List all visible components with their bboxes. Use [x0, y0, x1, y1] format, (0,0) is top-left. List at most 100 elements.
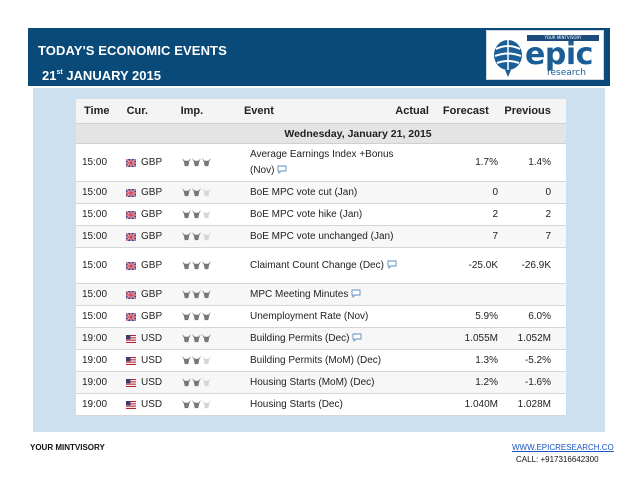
footer-website-link[interactable]: WWW.EPICRESEARCH.CO: [512, 443, 614, 452]
currency-code: USD: [141, 355, 163, 366]
cell-currency: USD: [118, 333, 176, 344]
table-row[interactable]: 15:00 GBP BoE MPC vote hike (Jan) 2 2: [76, 204, 566, 226]
table-row[interactable]: 15:00 GBP BoE MPC vote unchanged (Jan) 7 7: [76, 226, 566, 248]
currency-code: GBP: [141, 231, 163, 242]
comment-bubble-icon[interactable]: [387, 260, 397, 270]
cell-event[interactable]: Building Permits (MoM) (Dec): [247, 353, 397, 369]
table-row[interactable]: 19:00 USD Building Permits (MoM) (Dec) 1.3%…: [76, 350, 566, 372]
cell-forecast: -25.0K: [468, 260, 498, 271]
bull-filled-icon: [182, 232, 191, 241]
cell-event[interactable]: Average Earnings Index +Bonus (Nov): [247, 147, 397, 179]
bull-filled-icon: [202, 312, 211, 321]
cell-previous: 1.028M: [517, 399, 551, 410]
date-rest: JANUARY 2015: [62, 68, 161, 83]
cell-event[interactable]: Claimant Count Change (Dec): [247, 258, 397, 274]
cell-importance: [176, 334, 247, 343]
cell-forecast: 1.3%: [475, 355, 498, 366]
event-name[interactable]: Average Earnings Index +Bonus (Nov): [250, 148, 394, 176]
table-row[interactable]: 15:00 GBP Average Earnings Index +Bonus (N…: [76, 144, 566, 182]
cell-event[interactable]: Housing Starts (MoM) (Dec): [247, 375, 397, 391]
bull-filled-icon: [182, 378, 191, 387]
cell-currency: USD: [118, 377, 176, 388]
col-importance[interactable]: Imp.: [180, 105, 204, 117]
cell-event[interactable]: Housing Starts (Dec): [247, 397, 397, 413]
cell-time: 15:00: [82, 187, 108, 198]
bull-filled-icon: [182, 400, 191, 409]
economic-calendar-table: Time Cur. Imp. Event Actual Forecast Pre…: [76, 99, 566, 416]
cell-event[interactable]: Unemployment Rate (Nov): [247, 309, 397, 325]
event-name[interactable]: Housing Starts (Dec): [250, 398, 343, 410]
cell-previous: 7: [545, 231, 551, 242]
bull-filled-icon: [182, 188, 191, 197]
bull-filled-icon: [192, 232, 201, 241]
date-suffix: st: [56, 68, 63, 76]
cell-event[interactable]: BoE MPC vote hike (Jan): [247, 207, 397, 223]
uk-flag-icon: [126, 232, 136, 241]
cell-time: 15:00: [82, 231, 108, 242]
footer-tagline: YOUR MINTVISORY: [30, 443, 105, 452]
cell-previous: 6.0%: [528, 311, 551, 322]
uk-flag-icon: [126, 188, 136, 197]
cell-previous: 1.4%: [528, 157, 551, 168]
table-row[interactable]: 19:00 USD Housing Starts (MoM) (Dec) 1.2% -1…: [76, 372, 566, 394]
event-name[interactable]: Claimant Count Change (Dec): [250, 259, 384, 271]
uk-flag-icon: [126, 210, 136, 219]
cell-forecast: 1.7%: [475, 157, 498, 168]
cell-event[interactable]: Building Permits (Dec): [247, 331, 397, 347]
col-actual[interactable]: Actual: [395, 105, 429, 117]
cell-event[interactable]: BoE MPC vote cut (Jan): [247, 185, 397, 201]
col-event[interactable]: Event: [243, 105, 274, 117]
us-flag-icon: [126, 356, 136, 365]
table-row[interactable]: 15:00 GBP Claimant Count Change (Dec) -25.0…: [76, 248, 566, 284]
cell-currency: GBP: [118, 209, 176, 220]
table-row[interactable]: 15:00 GBP BoE MPC vote cut (Jan) 0 0: [76, 182, 566, 204]
event-name[interactable]: Building Permits (MoM) (Dec): [250, 354, 382, 366]
comment-bubble-icon[interactable]: [351, 289, 361, 299]
bull-empty-icon: [202, 232, 211, 241]
event-name[interactable]: MPC Meeting Minutes: [250, 288, 349, 300]
cell-importance: [176, 232, 247, 241]
epic-research-logo: YOUR MINTVISORY epic research: [486, 30, 604, 80]
table-row[interactable]: 15:00 GBP MPC Meeting Minutes: [76, 284, 566, 306]
col-previous[interactable]: Previous: [504, 105, 551, 117]
cell-importance: [176, 312, 247, 321]
bull-filled-icon: [182, 261, 191, 270]
cell-event[interactable]: BoE MPC vote unchanged (Jan): [247, 229, 397, 245]
bull-filled-icon: [192, 400, 201, 409]
currency-code: GBP: [141, 260, 163, 271]
cell-forecast: 0: [492, 187, 498, 198]
cell-currency: GBP: [118, 157, 176, 168]
event-name[interactable]: BoE MPC vote cut (Jan): [250, 186, 358, 198]
event-name[interactable]: Unemployment Rate (Nov): [250, 310, 369, 322]
event-name[interactable]: BoE MPC vote unchanged (Jan): [250, 230, 394, 242]
table-row[interactable]: 19:00 USD Housing Starts (Dec) 1.040M 1.028M: [76, 394, 566, 416]
cell-currency: GBP: [118, 187, 176, 198]
table-row[interactable]: 15:00 GBP Unemployment Rate (Nov) 5.9% 6.0%: [76, 306, 566, 328]
comment-bubble-icon[interactable]: [352, 333, 362, 343]
bull-filled-icon: [202, 334, 211, 343]
cell-time: 19:00: [82, 333, 108, 344]
uk-flag-icon: [126, 261, 136, 270]
cell-importance: [176, 400, 247, 409]
event-name[interactable]: Housing Starts (MoM) (Dec): [250, 376, 375, 388]
globe-icon: [494, 39, 522, 77]
table-row[interactable]: 19:00 USD Building Permits (Dec) 1.055M 1.05…: [76, 328, 566, 350]
comment-bubble-icon[interactable]: [277, 165, 287, 175]
col-currency[interactable]: Cur.: [126, 105, 148, 117]
event-name[interactable]: BoE MPC vote hike (Jan): [250, 208, 363, 220]
col-time[interactable]: Time: [84, 105, 110, 117]
bull-filled-icon: [182, 312, 191, 321]
bull-empty-icon: [202, 400, 211, 409]
bull-filled-icon: [182, 356, 191, 365]
logo-wordmark: epic: [525, 37, 593, 72]
cell-importance: [176, 210, 247, 219]
table-header: Time Cur. Imp. Event Actual Forecast Pre…: [76, 99, 566, 124]
col-forecast[interactable]: Forecast: [442, 105, 489, 117]
uk-flag-icon: [126, 290, 136, 299]
bull-filled-icon: [182, 334, 191, 343]
cell-event[interactable]: MPC Meeting Minutes: [247, 287, 397, 303]
bull-filled-icon: [202, 290, 211, 299]
cell-time: 15:00: [82, 289, 108, 300]
cell-time: 19:00: [82, 399, 108, 410]
event-name[interactable]: Building Permits (Dec): [250, 332, 350, 344]
